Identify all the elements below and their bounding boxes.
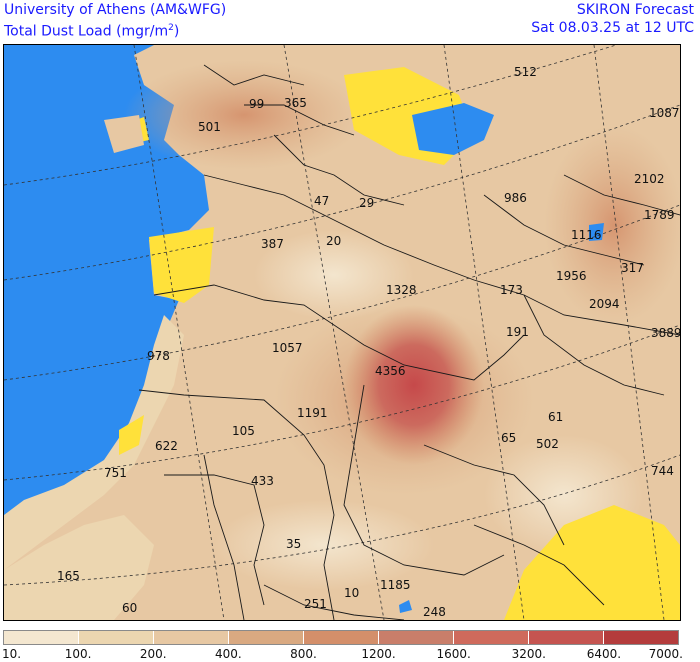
value-label: 191 [506,325,529,339]
value-label: 248 [423,605,446,619]
value-label: 60 [122,601,137,615]
value-label: 317 [621,261,644,275]
value-label: 1328 [386,283,417,297]
low-load-region-west-coast [119,415,144,455]
value-label: 501 [198,120,221,134]
value-label: 29 [359,196,374,210]
legend-swatch [454,631,529,644]
value-label: 165 [57,569,80,583]
legend-tick-label: 6400. [586,647,622,661]
value-label: 4356 [375,364,406,378]
dust-core-maximum [344,305,484,465]
product-title-exponent: 2 [168,23,174,33]
institution-label: University of Athens (AM&WFG) [4,2,227,18]
inland-water [399,600,412,613]
model-label: SKIRON Forecast [576,2,694,18]
value-label: 433 [251,474,274,488]
dust-plume-north [124,60,364,170]
value-label: 3889 [651,326,680,340]
value-label: 986 [504,191,527,205]
value-label: 1116 [571,228,602,242]
value-label: 1057 [272,341,303,355]
value-label: 1191 [297,406,328,420]
ireland-land [104,115,144,153]
light-area-balkans [254,230,414,320]
value-label: 1185 [380,578,411,592]
product-title: Total Dust Load (mgr/m2) [4,20,179,40]
country-borders [138,64,680,620]
value-label: 2094 [589,297,620,311]
legend-swatch [529,631,604,644]
value-label: 10 [344,586,359,600]
low-load-region-southeast [504,505,680,620]
value-label: 105 [232,424,255,438]
legend-swatch [604,631,678,644]
legend-tick-label: 400. [214,647,242,661]
value-label: 622 [155,439,178,453]
southwest-light-area [4,515,154,620]
light-area-central [214,500,434,590]
legend-tick-label: 100. [64,647,92,661]
value-label: 61 [548,410,563,424]
lake [589,223,604,241]
value-label: 251 [304,597,327,611]
value-labels: 512 99 365 1087 501 2102 47 29 986 1789 … [57,65,680,619]
value-label: 387 [261,237,284,251]
legend-swatch [4,631,79,644]
dust-plume-mideast [544,125,680,325]
value-label: 99 [249,97,264,111]
legend-swatch [154,631,229,644]
value-label: 173 [500,283,523,297]
legend-swatch [379,631,454,644]
valid-time-label: Sat 08.03.25 at 12 UTC [531,20,694,36]
legend-tick-label: 7000. [648,647,683,661]
value-label: 744 [651,464,674,478]
legend-swatch [304,631,379,644]
value-label: 35 [286,537,301,551]
dust-load-map: 512 99 365 1087 501 2102 47 29 986 1789 … [3,44,681,621]
value-label: 65 [501,431,516,445]
atlantic-light-band [4,315,184,570]
legend-tick-label: 1200. [361,647,396,661]
legend-swatch [79,631,154,644]
product-title-text: Total Dust Load (mgr/m [4,23,169,40]
value-label: 1789 [644,208,675,222]
value-label: 2102 [634,172,665,186]
value-label: 365 [284,96,307,110]
value-label: 512 [514,65,537,79]
map-canvas: 512 99 365 1087 501 2102 47 29 986 1789 … [4,45,680,620]
legend-swatch [229,631,304,644]
legend-tick-label: 200. [139,647,167,661]
legend-tick-label: 3200. [511,647,546,661]
value-label: 1956 [556,269,587,283]
value-label: 502 [536,437,559,451]
color-scale-legend [3,630,679,645]
value-label: 751 [104,466,127,480]
value-label: 1087 [649,106,680,120]
legend-tick-label: 1600. [436,647,471,661]
legend-tick-label: 800. [290,647,317,661]
product-title-suffix: ) [173,23,180,40]
value-label: 20 [326,234,341,248]
low-load-region-iberia [149,227,214,303]
value-label: 978 [147,349,170,363]
legend-tick-label: 10. [2,647,22,661]
black-sea [412,103,494,155]
value-label: 47 [314,194,329,208]
